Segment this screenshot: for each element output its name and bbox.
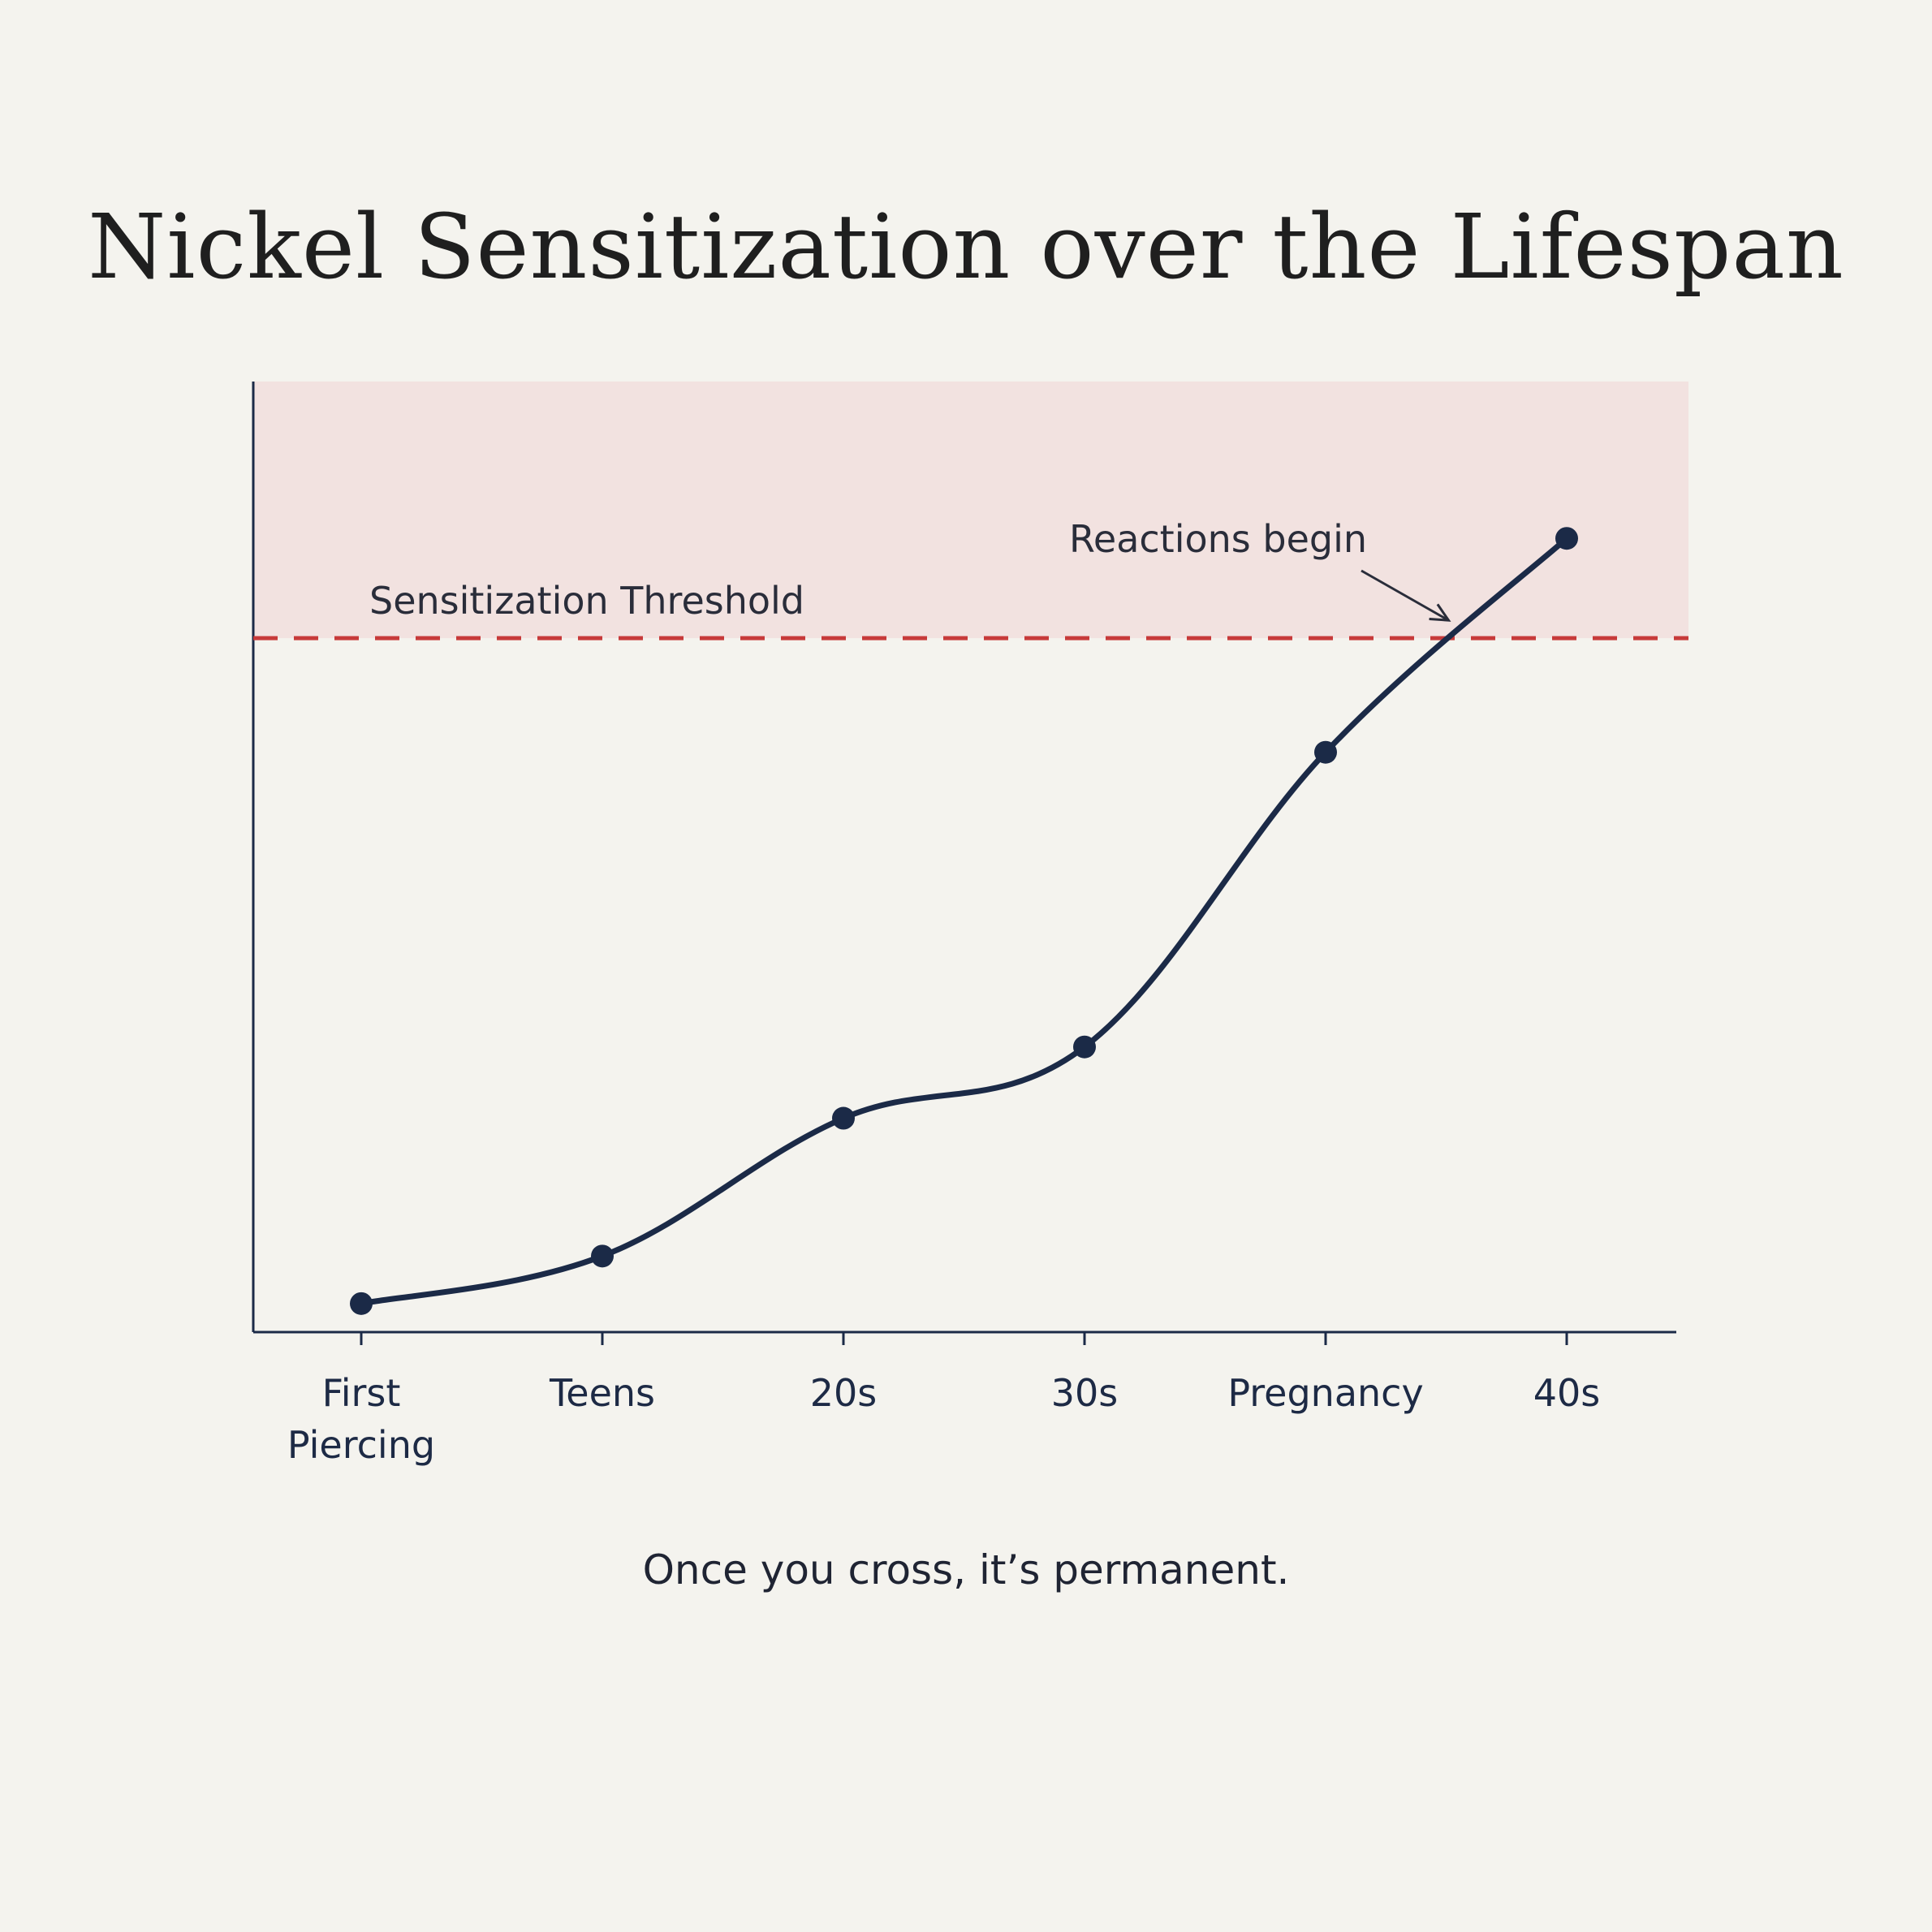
reactions-begin-label: Reactions begin (1069, 517, 1367, 561)
data-point (1555, 527, 1578, 550)
data-point (350, 1292, 373, 1315)
reactions-begin-arrow (1361, 569, 1451, 622)
data-points (350, 527, 1578, 1315)
x-tick-label: 30s (1051, 1371, 1119, 1415)
x-tick-label: 20s (810, 1371, 878, 1415)
series-line (358, 535, 1570, 1307)
data-point (832, 1106, 855, 1130)
data-point (1314, 740, 1337, 764)
chart-caption: Once you cross, it’s permanent. (642, 1546, 1290, 1593)
x-axis-ticks: First Piercing Teens 20s 30s Pregnancy 40s (287, 1332, 1600, 1467)
x-tick-label: Teens (549, 1371, 655, 1415)
x-tick-label: First Piercing (287, 1371, 435, 1467)
arrow-head (1429, 603, 1451, 622)
x-tick-label: Pregnancy (1227, 1371, 1423, 1415)
data-point (1073, 1035, 1096, 1059)
chart-title: Nickel Sensitization over the Lifespan (88, 195, 1844, 299)
sensitization-zone (253, 382, 1688, 639)
x-tick-label: 40s (1533, 1371, 1601, 1415)
axes (252, 382, 1676, 1334)
threshold-label: Sensitization Threshold (369, 579, 804, 623)
arrow-shaft (1361, 569, 1450, 622)
data-point (591, 1244, 614, 1268)
